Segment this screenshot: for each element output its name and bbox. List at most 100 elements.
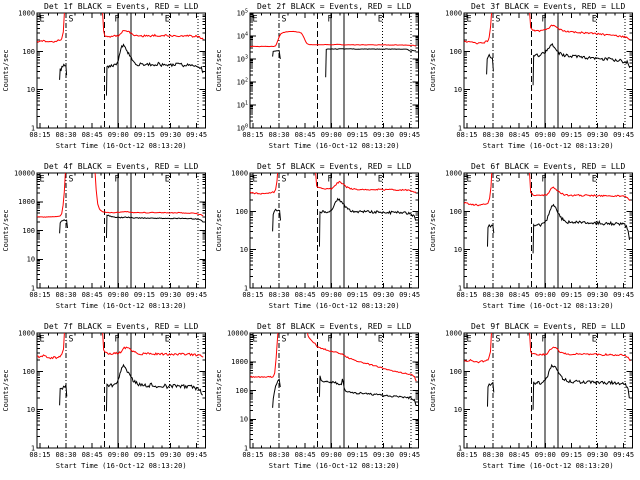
- flag-letter-S: S: [68, 335, 73, 345]
- axis-text: 08:15 08:30 08:45 09:00 09:15 09:30 09:45 1 10 10…: [2, 322, 207, 470]
- panel-det-3f: 08:15 08:30 08:45 09:00 09:15 09:30 09:45 1 10 10…: [427, 0, 640, 160]
- axis-text: 08:15 08:30 08:45 09:00 09:15 09:30 09:45 1 10 10…: [2, 162, 207, 310]
- plot-title: Det 3f BLACK = Events, RED = LLD: [471, 2, 625, 11]
- flag-letter-E: E: [591, 335, 596, 345]
- x-tick-label: 08:30: [269, 451, 290, 459]
- y-tick-label: 104: [237, 32, 248, 41]
- x-tick-label: 09:30: [160, 291, 181, 299]
- events-series: [486, 363, 630, 410]
- x-tick-label: 08:45: [508, 131, 529, 139]
- x-tick-label: 08:45: [82, 131, 103, 139]
- event-reference-lines: [492, 13, 625, 128]
- lld-series: [37, 13, 204, 43]
- plot-det-9f: 08:15 08:30 08:45 09:00 09:15 09:30 09:45 1 10 10…: [429, 322, 634, 470]
- x-tick-label: 09:45: [613, 291, 634, 299]
- x-tick-label: 08:15: [29, 291, 50, 299]
- axes: [36, 332, 206, 449]
- lld-series: [250, 333, 417, 382]
- y-tick-label: 1: [31, 125, 35, 133]
- y-tick-label: 100: [22, 227, 35, 235]
- y-tick-label: 1000: [445, 10, 462, 18]
- flag-letter-E: E: [378, 175, 383, 185]
- flag-letter-E: E: [39, 15, 44, 25]
- y-tick-label: 1: [244, 445, 248, 453]
- y-tick-label: 10: [453, 406, 461, 414]
- x-tick-label: 09:45: [399, 451, 420, 459]
- event-reference-lines: [65, 173, 199, 288]
- x-tick-label: 08:15: [456, 451, 477, 459]
- y-tick-label: 1000: [18, 198, 35, 206]
- y-tick-label: 100: [22, 368, 35, 376]
- x-tick-label: 08:30: [482, 131, 503, 139]
- axes: [463, 172, 633, 289]
- x-axis-title: Start Time (16-Oct-12 08:13:20): [56, 462, 187, 470]
- event-reference-lines: [279, 173, 412, 288]
- y-axis-title: Counts/sec: [215, 369, 223, 411]
- x-tick-label: 09:00: [534, 451, 555, 459]
- x-tick-label: 08:45: [295, 131, 316, 139]
- x-axis-title: Start Time (16-Oct-12 08:13:20): [56, 142, 187, 150]
- axes: [36, 12, 206, 129]
- flag-letter-E: E: [378, 15, 383, 25]
- flag-letter-E: E: [165, 335, 170, 345]
- plot-det-5f: 08:15 08:30 08:45 09:00 09:15 09:30 09:45 1 10 10…: [215, 162, 420, 310]
- plot-title: Det 5f BLACK = Events, RED = LLD: [257, 162, 411, 171]
- x-tick-label: 09:30: [373, 131, 394, 139]
- x-tick-label: 09:30: [587, 451, 608, 459]
- axes: [249, 12, 420, 129]
- axis-text: 08:15 08:30 08:45 09:00 09:15 09:30 09:45 1 10 10…: [215, 162, 420, 310]
- axes: [249, 172, 420, 289]
- axis-text: 08:15 08:30 08:45 09:00 09:15 09:30 09:45 100 10…: [215, 2, 420, 150]
- x-axis-title: Start Time (16-Oct-12 08:13:20): [482, 142, 613, 150]
- x-axis-title: Start Time (16-Oct-12 08:13:20): [269, 142, 400, 150]
- x-tick-label: 08:15: [29, 131, 50, 139]
- events-series: [59, 363, 203, 412]
- plot-title: Det 4f BLACK = Events, RED = LLD: [44, 162, 198, 171]
- flag-letter-S: S: [282, 175, 287, 185]
- axes: [249, 332, 420, 449]
- y-tick-label: 100: [449, 208, 462, 216]
- events-series: [59, 43, 204, 96]
- y-tick-label: 10: [453, 86, 461, 94]
- plot-det-7f: 08:15 08:30 08:45 09:00 09:15 09:30 09:45 1 10 10…: [2, 322, 207, 470]
- x-tick-label: 09:00: [108, 451, 129, 459]
- plot-det-8f: 08:15 08:30 08:45 09:00 09:15 09:30 09:45 1 10 10…: [215, 322, 420, 470]
- lld-series: [250, 173, 417, 195]
- flag-letter-E: E: [253, 335, 258, 345]
- x-tick-label: 08:30: [56, 451, 77, 459]
- flag-letter-F: F: [328, 335, 333, 345]
- x-tick-label: 09:15: [347, 451, 368, 459]
- axis-text: 08:15 08:30 08:45 09:00 09:15 09:30 09:45 1 10 10…: [429, 322, 634, 470]
- event-reference-lines: [279, 333, 412, 448]
- events-series: [486, 203, 630, 254]
- axis-text: 08:15 08:30 08:45 09:00 09:15 09:30 09:45 1 10 10…: [2, 2, 207, 150]
- x-tick-label: 09:15: [347, 131, 368, 139]
- plot-title: Det 7f BLACK = Events, RED = LLD: [44, 322, 198, 331]
- flag-letter-F: F: [114, 335, 119, 345]
- axis-text: 08:15 08:30 08:45 09:00 09:15 09:30 09:45 1 10 10…: [429, 162, 634, 310]
- events-series: [485, 42, 631, 86]
- y-tick-label: 100: [237, 124, 248, 133]
- y-tick-label: 105: [237, 9, 248, 18]
- plot-det-1f: 08:15 08:30 08:45 09:00 09:15 09:30 09:45 1 10 10…: [2, 2, 207, 150]
- x-tick-label: 09:15: [561, 451, 582, 459]
- y-tick-label: 101: [237, 101, 248, 110]
- flag-letter-E: E: [165, 175, 170, 185]
- x-tick-label: 09:30: [373, 291, 394, 299]
- y-tick-label: 1: [457, 285, 461, 293]
- x-axis-title: Start Time (16-Oct-12 08:13:20): [482, 462, 613, 470]
- events-series: [59, 214, 204, 239]
- x-axis-title: Start Time (16-Oct-12 08:13:20): [482, 302, 613, 310]
- x-tick-label: 09:15: [347, 291, 368, 299]
- y-tick-label: 100: [236, 208, 249, 216]
- x-tick-label: 09:00: [534, 131, 555, 139]
- flag-letter-F: F: [541, 15, 546, 25]
- lld-series: [250, 30, 417, 48]
- event-reference-lines: [492, 173, 625, 288]
- panel-det-7f: 08:15 08:30 08:45 09:00 09:15 09:30 09:45 1 10 10…: [0, 320, 213, 480]
- x-tick-label: 08:15: [243, 131, 264, 139]
- flag-letter-E: E: [253, 175, 258, 185]
- flag-letter-E: E: [165, 15, 170, 25]
- x-tick-label: 08:15: [243, 291, 264, 299]
